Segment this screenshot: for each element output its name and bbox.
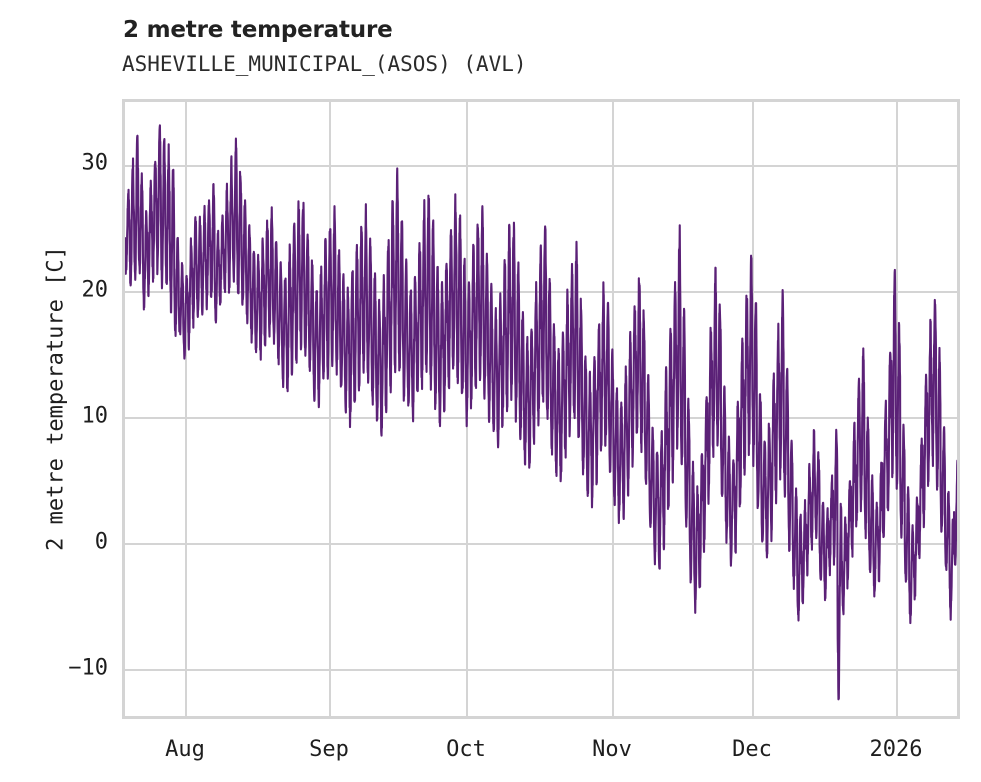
temperature-series — [125, 124, 957, 701]
gridline-horizontal — [125, 417, 957, 419]
x-tick-label: Dec — [732, 737, 772, 762]
y-tick-label: 10 — [81, 403, 109, 429]
y-tick-label: 30 — [81, 150, 109, 176]
gridline-horizontal — [125, 669, 957, 671]
x-axis-tick-labels: Aug Sep Oct Nov Dec 2026 — [0, 737, 981, 777]
x-tick-label: 2026 — [869, 737, 923, 762]
gridline-horizontal — [125, 543, 957, 545]
gridline-vertical — [329, 102, 331, 716]
gridline-vertical — [185, 102, 187, 716]
plot-area — [122, 99, 960, 719]
x-tick-label: Oct — [446, 737, 486, 762]
gridline-horizontal — [125, 165, 957, 167]
page-title: 2 metre temperature — [123, 17, 393, 43]
chart-subtitle: ASHEVILLE_MUNICIPAL_(ASOS) (AVL) — [122, 52, 527, 76]
x-tick-label: Sep — [309, 737, 349, 762]
y-tick-label: 20 — [81, 277, 109, 303]
y-tick-label: −10 — [68, 655, 108, 681]
x-tick-label: Nov — [592, 737, 632, 762]
y-axis-tick-labels: 30 20 10 0 −10 — [0, 99, 108, 719]
x-tick-label: Aug — [165, 737, 205, 762]
y-tick-label: 0 — [94, 529, 108, 555]
plot-inner — [125, 102, 957, 716]
